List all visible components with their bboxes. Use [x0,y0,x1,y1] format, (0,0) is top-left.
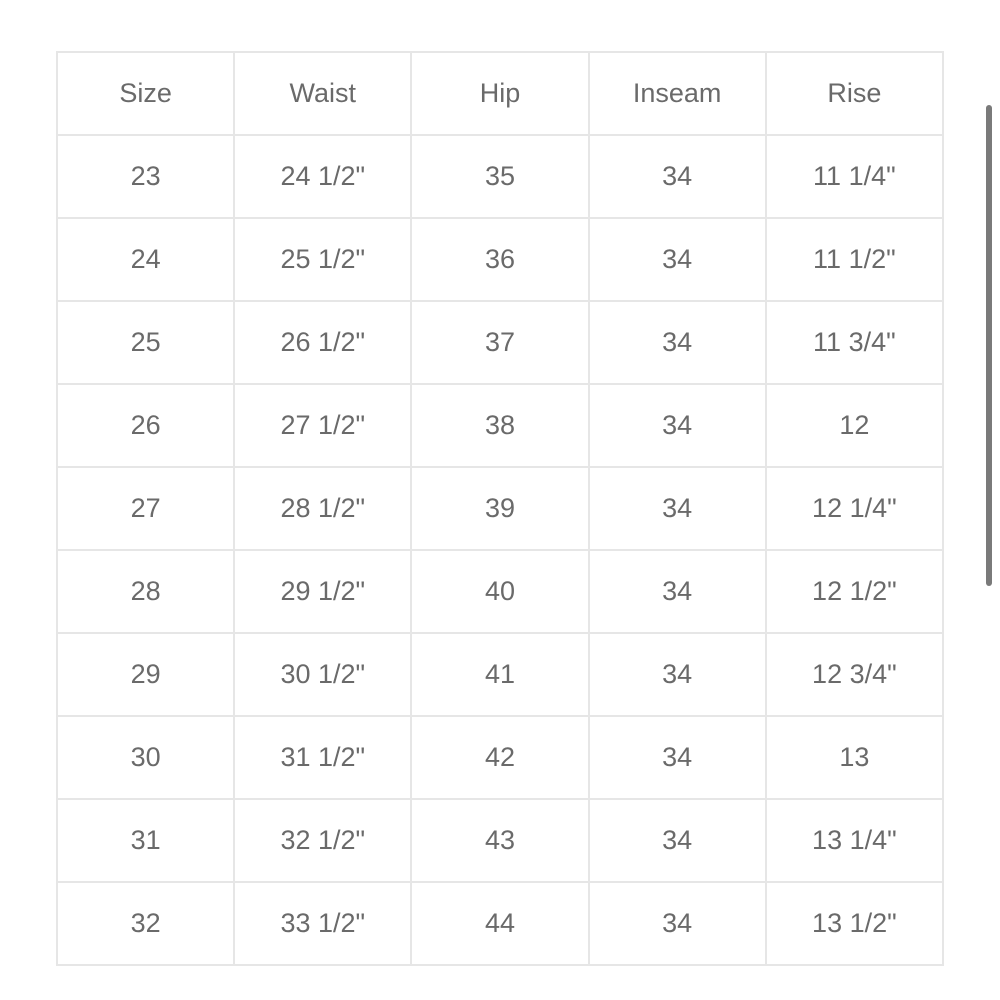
cell-size: 31 [55,798,236,883]
size-chart-table: Size Waist Hip Inseam Rise 23 24 1/2" 35 34 11 1… [55,51,945,966]
table-row: 31 32 1/2" 43 34 13 1/4" [55,798,945,883]
cell-rise: 13 [764,715,945,800]
cell-size: 25 [55,300,236,385]
cell-inseam: 34 [587,300,767,385]
table-row: 23 24 1/2" 35 34 11 1/4" [55,134,945,219]
cell-inseam: 34 [587,881,767,966]
cell-waist: 24 1/2" [233,134,413,219]
cell-waist: 30 1/2" [233,632,413,717]
table-row: 27 28 1/2" 39 34 12 1/4" [55,466,945,551]
cell-rise: 12 1/2" [764,549,945,634]
cell-waist: 26 1/2" [233,300,413,385]
cell-hip: 44 [410,881,590,966]
table-row: 25 26 1/2" 37 34 11 3/4" [55,300,945,385]
cell-hip: 36 [410,217,590,302]
cell-inseam: 34 [587,715,767,800]
cell-rise: 11 3/4" [764,300,945,385]
cell-hip: 35 [410,134,590,219]
cell-size: 27 [55,466,236,551]
column-header-inseam: Inseam [587,51,767,136]
column-header-waist: Waist [233,51,413,136]
cell-size: 32 [55,881,236,966]
cell-waist: 27 1/2" [233,383,413,468]
table-row: 30 31 1/2" 42 34 13 [55,715,945,800]
cell-inseam: 34 [587,798,767,883]
cell-waist: 29 1/2" [233,549,413,634]
cell-rise: 13 1/4" [764,798,945,883]
cell-inseam: 34 [587,549,767,634]
cell-waist: 28 1/2" [233,466,413,551]
cell-rise: 12 1/4" [764,466,945,551]
cell-inseam: 34 [587,466,767,551]
cell-size: 23 [55,134,236,219]
cell-hip: 38 [410,383,590,468]
cell-hip: 39 [410,466,590,551]
table-row: 29 30 1/2" 41 34 12 3/4" [55,632,945,717]
cell-rise: 12 [764,383,945,468]
cell-size: 30 [55,715,236,800]
cell-waist: 31 1/2" [233,715,413,800]
table-row: 26 27 1/2" 38 34 12 [55,383,945,468]
cell-inseam: 34 [587,632,767,717]
column-header-size: Size [55,51,236,136]
column-header-hip: Hip [410,51,590,136]
column-header-rise: Rise [764,51,945,136]
cell-waist: 33 1/2" [233,881,413,966]
cell-hip: 43 [410,798,590,883]
cell-rise: 13 1/2" [764,881,945,966]
cell-rise: 11 1/4" [764,134,945,219]
cell-size: 28 [55,549,236,634]
cell-rise: 11 1/2" [764,217,945,302]
header-row: Size Waist Hip Inseam Rise [55,51,945,136]
cell-rise: 12 3/4" [764,632,945,717]
cell-hip: 42 [410,715,590,800]
cell-size: 24 [55,217,236,302]
cell-hip: 37 [410,300,590,385]
cell-waist: 32 1/2" [233,798,413,883]
cell-inseam: 34 [587,383,767,468]
cell-size: 29 [55,632,236,717]
cell-waist: 25 1/2" [233,217,413,302]
cell-inseam: 34 [587,217,767,302]
table-row: 28 29 1/2" 40 34 12 1/2" [55,549,945,634]
table-row: 32 33 1/2" 44 34 13 1/2" [55,881,945,966]
cell-size: 26 [55,383,236,468]
cell-inseam: 34 [587,134,767,219]
table-row: 24 25 1/2" 36 34 11 1/2" [55,217,945,302]
cell-hip: 41 [410,632,590,717]
scrollbar[interactable] [986,105,992,586]
cell-hip: 40 [410,549,590,634]
